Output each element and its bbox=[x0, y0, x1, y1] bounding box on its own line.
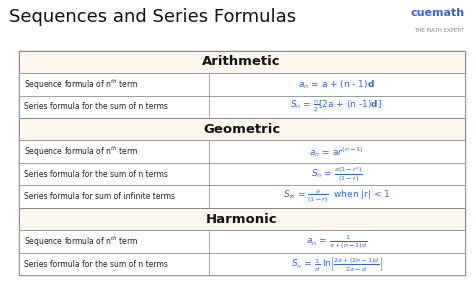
FancyBboxPatch shape bbox=[19, 208, 465, 230]
Text: $S_n$ = $\frac{1}{d}$ ln$\left[\frac{2a + (2n-1)d}{2a - d}\right]$: $S_n$ = $\frac{1}{d}$ ln$\left[\frac{2a … bbox=[291, 255, 383, 273]
Text: $S_n$ = $\frac{a(1 - r^n)}{(1 - r)}$: $S_n$ = $\frac{a(1 - r^n)}{(1 - r)}$ bbox=[310, 165, 363, 183]
Text: $S_\infty$ = $\frac{a}{(1-r)}$  when |r| < 1: $S_\infty$ = $\frac{a}{(1-r)}$ when |r| … bbox=[283, 189, 391, 205]
Text: Series formula for the sum of n terms: Series formula for the sum of n terms bbox=[24, 170, 168, 179]
Text: Series formula for the sum of n terms: Series formula for the sum of n terms bbox=[24, 260, 168, 269]
Text: Arithmetic: Arithmetic bbox=[202, 55, 281, 68]
FancyBboxPatch shape bbox=[19, 230, 465, 253]
Text: Sequence formula of n$^{th}$ term: Sequence formula of n$^{th}$ term bbox=[24, 77, 138, 92]
Text: Sequence formula of n$^{th}$ term: Sequence formula of n$^{th}$ term bbox=[24, 234, 138, 249]
FancyBboxPatch shape bbox=[19, 118, 465, 140]
Text: THE MATH EXPERT: THE MATH EXPERT bbox=[415, 28, 465, 33]
Text: $a_n$ = $\frac{1}{a + (n - 1)d}$: $a_n$ = $\frac{1}{a + (n - 1)d}$ bbox=[306, 233, 367, 251]
FancyBboxPatch shape bbox=[19, 96, 465, 118]
Text: Series formula for sum of infinite terms: Series formula for sum of infinite terms bbox=[24, 192, 175, 201]
FancyBboxPatch shape bbox=[19, 253, 465, 275]
FancyBboxPatch shape bbox=[19, 140, 465, 163]
FancyBboxPatch shape bbox=[19, 73, 465, 96]
Text: $a_n$ = a$r^{(n-1)}$: $a_n$ = a$r^{(n-1)}$ bbox=[309, 145, 364, 159]
FancyBboxPatch shape bbox=[19, 185, 465, 208]
Text: cuemath: cuemath bbox=[410, 8, 465, 19]
Text: Sequences and Series Formulas: Sequences and Series Formulas bbox=[9, 8, 297, 26]
Text: Series formula for the sum of n terms: Series formula for the sum of n terms bbox=[24, 102, 168, 111]
Text: $S_n$ = $\frac{n}{2}$[2a + (n -1)$\mathbf{d}$]: $S_n$ = $\frac{n}{2}$[2a + (n -1)$\mathb… bbox=[291, 99, 383, 114]
FancyBboxPatch shape bbox=[19, 163, 465, 185]
Text: $a_n$ = a + (n - 1)$\mathbf{d}$: $a_n$ = a + (n - 1)$\mathbf{d}$ bbox=[298, 78, 375, 90]
Text: Harmonic: Harmonic bbox=[206, 213, 278, 226]
Text: Geometric: Geometric bbox=[203, 123, 280, 136]
FancyBboxPatch shape bbox=[19, 51, 465, 73]
Text: Sequence formula of n$^{th}$ term: Sequence formula of n$^{th}$ term bbox=[24, 144, 138, 159]
